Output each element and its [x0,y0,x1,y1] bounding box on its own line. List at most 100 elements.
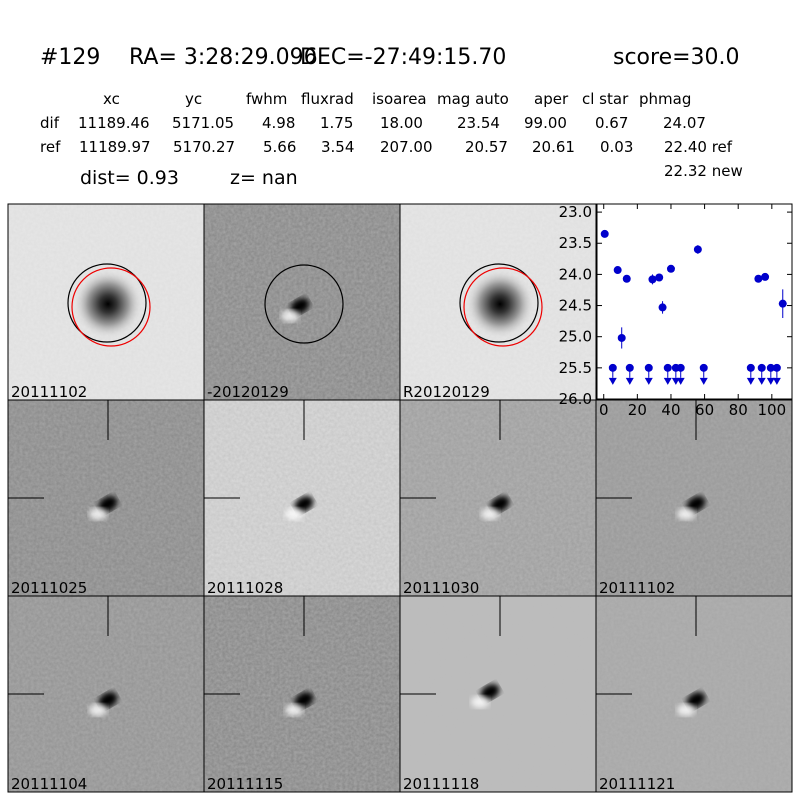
y-tick-label: 26.0 [559,390,592,408]
upper-limit-arrow [625,377,634,385]
cell: 0.67 [595,114,628,132]
stamp-label: 20111028 [207,579,283,597]
upper-limit-arrow [608,377,617,385]
detection [648,275,657,284]
stamp-label: 20111104 [11,775,87,793]
residual-light [481,508,499,520]
detection [622,274,631,283]
cell: 24.07 [663,114,706,132]
residual-light [285,704,303,716]
cell: 11189.46 [78,114,150,132]
detection [778,299,787,308]
upper-limit-arrow [766,377,775,385]
stamp [596,596,792,792]
stamp-label: 20111115 [207,775,283,793]
cell: 20.57 [465,138,508,156]
cell: 23.54 [457,114,500,132]
stamp [400,204,596,400]
detection [655,273,664,282]
residual-light [677,508,695,520]
z: z= nan [230,167,298,189]
x-tick-label: 60 [695,401,714,419]
detection [658,303,667,312]
stamp [8,204,204,400]
column-header: yc [185,90,202,108]
aperture-black [67,263,147,343]
cell: 11189.97 [79,138,151,156]
y-tick-label: 24.5 [559,297,592,315]
x-tick-label: 0 [599,401,609,419]
upper-limit-arrow [699,377,708,385]
y-tick-label: 25.0 [559,328,592,346]
stamp [8,596,204,792]
stamp-label: -20120129 [207,383,289,401]
detection [761,272,770,281]
residual-light [285,508,303,520]
upper-limit-arrow [757,377,766,385]
x-tick-label: 80 [729,401,748,419]
cell: 3.54 [321,138,354,156]
stamp [204,596,400,792]
residual-dark [686,496,706,512]
stamp [8,400,204,596]
cell: 1.75 [320,114,353,132]
residual-light [281,310,299,322]
residual-light [89,508,107,520]
stamp [400,596,596,792]
stamp-label: 20111025 [11,579,87,597]
aperture-red [463,267,543,347]
residual-dark [98,692,118,708]
y-tick-label: 25.5 [559,359,592,377]
cell: 5.66 [263,138,296,156]
stamp [204,204,400,400]
dec: DEC=-27:49:15.70 [300,45,506,70]
cell: 99.00 [524,114,567,132]
stamp [400,400,596,596]
column-header: phmag [639,90,691,108]
y-tick-label: 23.5 [559,234,592,252]
stamp-label: 20111102 [11,383,87,401]
stamp-label: 20111030 [403,579,479,597]
cell: 5170.27 [173,138,235,156]
residual-light [471,696,489,708]
column-header: fluxrad [301,90,354,108]
x-tick-label: 20 [628,401,647,419]
column-header: xc [103,90,120,108]
stamp-label: 20111118 [403,775,479,793]
stamp [204,400,400,596]
stamp-label: 20111121 [599,775,675,793]
residual-dark [480,684,500,700]
aperture-black [459,263,539,343]
upper-limit-arrow [676,377,685,385]
column-header: mag auto [437,90,509,108]
upper-limit-arrow [663,377,672,385]
cell: 22.40 ref [664,138,733,156]
column-header: cl star [582,90,629,108]
detection [617,333,626,342]
row-label: ref [40,138,61,156]
row-label: dif [40,114,60,132]
score: score=30.0 [613,45,740,70]
aperture-black [264,264,344,344]
dist: dist= 0.93 [80,167,179,189]
y-tick-label: 23.0 [559,203,592,221]
stamp [596,400,792,596]
stamp-frame [595,595,793,793]
detection [754,274,763,283]
phmag-new: 22.32 new [664,162,743,180]
upper-limit-arrow [772,377,781,385]
residual-light [89,704,107,716]
detection [666,264,675,273]
residual-dark [98,496,118,512]
column-header: fwhm [246,90,287,108]
residual-dark [490,496,510,512]
source [74,270,142,338]
cell: 4.98 [262,114,295,132]
residual-dark [686,692,706,708]
x-tick-label: 100 [758,401,787,419]
residual-light [677,704,695,716]
detection [693,245,702,254]
cell: 207.00 [380,138,433,156]
aperture-red [71,267,151,347]
